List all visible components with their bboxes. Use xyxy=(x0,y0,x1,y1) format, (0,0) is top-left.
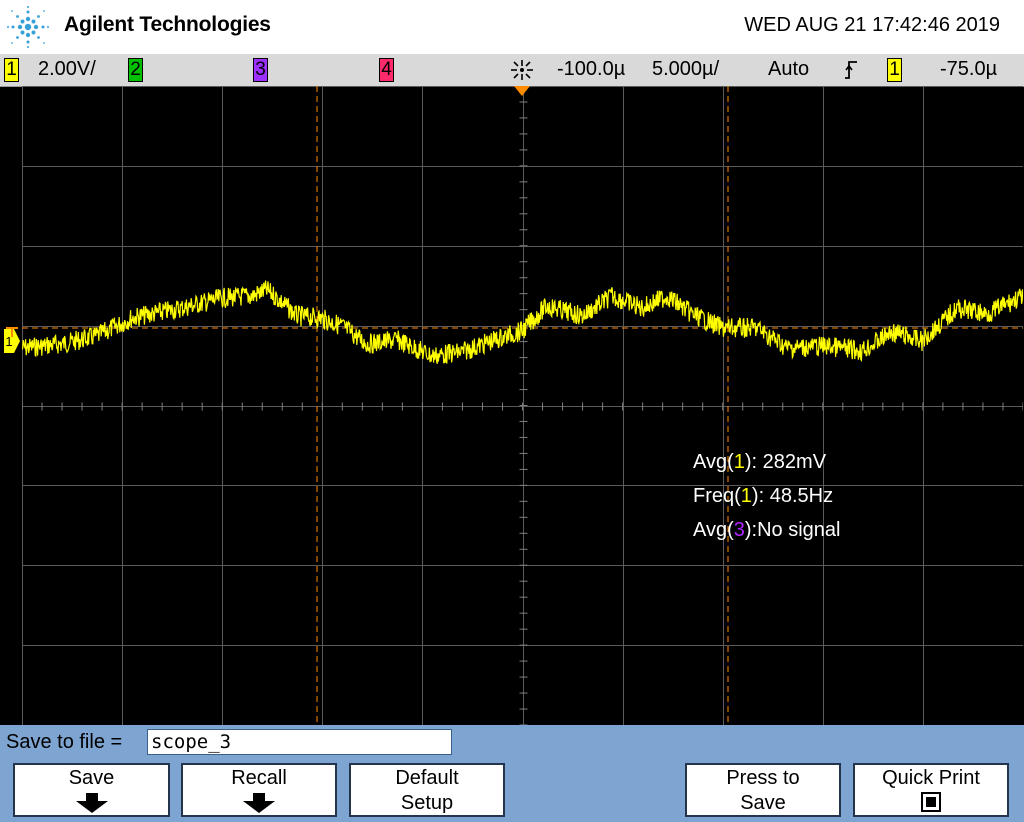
trigger-level: -75.0µ xyxy=(940,58,997,81)
press-to-save-softkey[interactable]: Press to Save xyxy=(685,763,841,817)
measurement-freq-ch1: Freq(1): 48.5Hz xyxy=(693,479,841,513)
brand-title: Agilent Technologies xyxy=(64,13,271,37)
recall-softkey-label: Recall xyxy=(183,765,335,790)
graticule-ticks xyxy=(22,86,1023,725)
recall-softkey[interactable]: Recall xyxy=(181,763,337,817)
arrow-down-icon xyxy=(74,793,110,813)
softkey-bar: Save to file = scope_3 Save Recall Defau… xyxy=(0,725,1024,822)
acquisition-icon xyxy=(508,58,536,82)
default-setup-line2: Setup xyxy=(351,790,503,815)
save-softkey-label: Save xyxy=(15,765,168,790)
channel-2-badge[interactable]: 2 xyxy=(128,58,143,82)
timebase-scale: 5.000µ/ xyxy=(652,58,719,81)
channel-3-badge[interactable]: 3 xyxy=(253,58,268,82)
channel-1-scale: 2.00V/ xyxy=(38,58,96,81)
channel-1-badge[interactable]: 1 xyxy=(4,58,19,82)
rising-edge-icon xyxy=(842,60,860,80)
horizontal-delay: -100.0µ xyxy=(557,58,625,81)
save-to-file-label: Save to file = xyxy=(6,731,122,754)
quick-print-softkey[interactable]: Quick Print xyxy=(853,763,1009,817)
measurements-panel: Avg(1): 282mV Freq(1): 48.5Hz Avg(3):No … xyxy=(693,445,841,547)
measurement-avg-ch3: Avg(3):No signal xyxy=(693,513,841,547)
save-softkey[interactable]: Save xyxy=(13,763,170,817)
trigger-level-marker xyxy=(5,326,19,338)
measurement-avg-ch1: Avg(1): 282mV xyxy=(693,445,841,479)
arrow-down-icon xyxy=(241,793,277,813)
file-name-input[interactable]: scope_3 xyxy=(147,729,452,755)
default-setup-softkey[interactable]: Default Setup xyxy=(349,763,505,817)
trigger-source-badge[interactable]: 1 xyxy=(887,58,902,82)
waveform-display[interactable] xyxy=(22,86,1023,725)
press-to-save-line1: Press to xyxy=(687,765,839,790)
date-time: WED AUG 21 17:42:46 2019 xyxy=(744,14,1000,37)
quick-print-checkbox-icon xyxy=(921,792,941,812)
press-to-save-line2: Save xyxy=(687,790,839,815)
status-bar: 1 2.00V/ 2 3 4 -100.0µ 5.000µ/ Auto 1 -7… xyxy=(0,54,1024,87)
trigger-mode: Auto xyxy=(768,58,809,81)
agilent-spark-icon xyxy=(6,5,50,49)
quick-print-label: Quick Print xyxy=(855,765,1007,790)
default-setup-line1: Default xyxy=(351,765,503,790)
channel-4-badge[interactable]: 4 xyxy=(379,58,394,82)
title-bar: Agilent Technologies WED AUG 21 17:42:46… xyxy=(0,0,1024,54)
trigger-position-marker xyxy=(514,86,530,96)
channel-1-waveform xyxy=(22,281,1023,364)
